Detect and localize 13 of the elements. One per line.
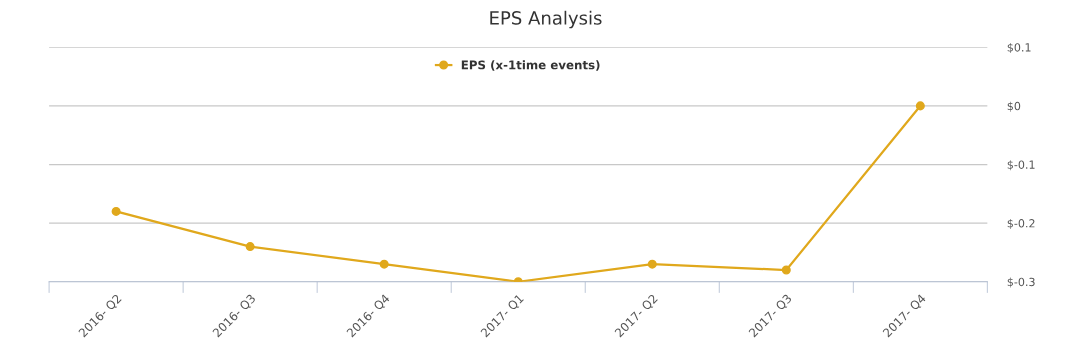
y-tick-label: $-0.3 [1007,277,1035,288]
y-tick-label: $0.1 [1007,43,1031,54]
point [379,259,389,269]
y-tick-label: $-0.1 [1007,160,1035,171]
point [915,101,925,111]
point [781,265,791,275]
chart-title: EPS Analysis [490,10,602,29]
point [111,206,121,216]
y-tick-label: $-0.2 [1007,218,1035,229]
point [245,242,255,252]
point [647,259,657,269]
y-tick-label: $0 [1007,101,1021,112]
legend-label: EPS (x-1time events) [461,60,600,71]
